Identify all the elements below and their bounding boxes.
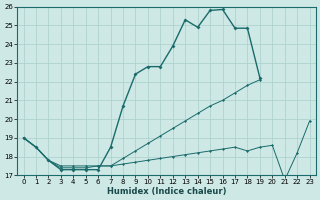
X-axis label: Humidex (Indice chaleur): Humidex (Indice chaleur)	[107, 187, 226, 196]
